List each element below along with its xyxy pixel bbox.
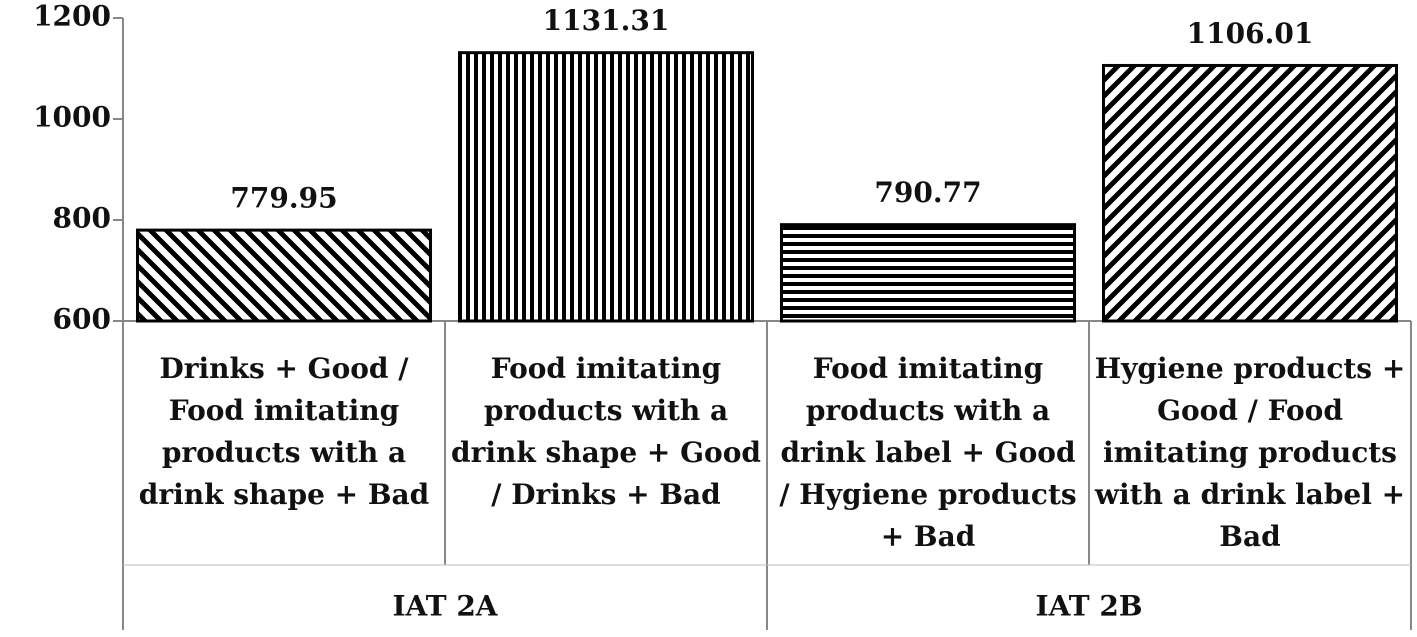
y-tick-label: 1000 <box>33 101 111 134</box>
bar <box>457 51 755 323</box>
value-label: 790.77 <box>874 176 981 209</box>
x-tick-label: Food imitating products with a drink sha… <box>451 352 761 511</box>
x-tick-label: Food imitating products with a drink lab… <box>779 352 1077 553</box>
y-tick-label: 1200 <box>33 0 111 33</box>
y-tick-label: 800 <box>53 202 111 235</box>
y-tick-label: 600 <box>53 303 111 336</box>
bar <box>1101 63 1399 323</box>
bar <box>135 228 433 323</box>
value-label: 779.95 <box>230 182 337 215</box>
x-tick-label: Hygiene products + Good / Food imitating… <box>1094 352 1406 553</box>
value-label: 1106.01 <box>1187 17 1314 50</box>
x-tick-label: Drinks + Good / Food imitating products … <box>138 352 430 511</box>
group-label: IAT 2B <box>1035 590 1142 623</box>
group-label: IAT 2A <box>392 590 498 623</box>
value-label: 1131.31 <box>543 4 670 37</box>
bar <box>779 223 1077 323</box>
